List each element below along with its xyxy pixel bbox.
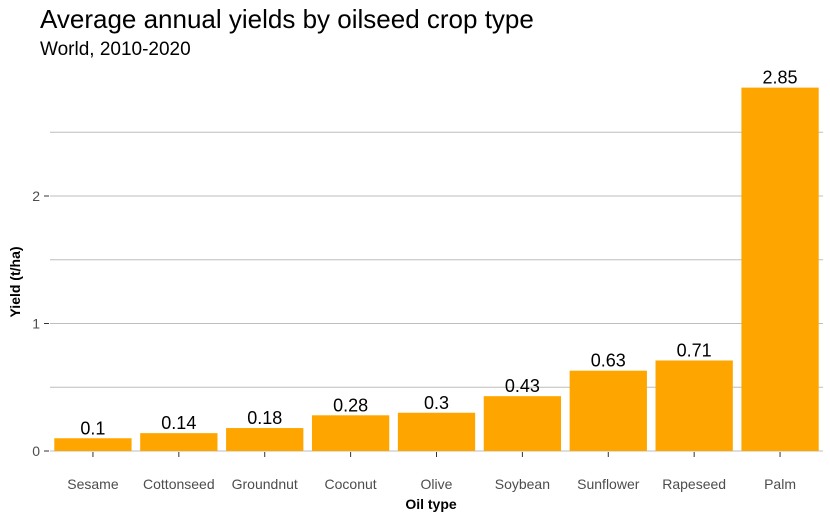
x-tick-label: Rapeseed <box>662 476 726 492</box>
y-tick-label: 1 <box>32 316 40 332</box>
data-label: 0.1 <box>80 418 105 438</box>
y-tick-label: 0 <box>32 443 40 459</box>
y-axis-label: Yield (t/ha) <box>7 246 23 317</box>
data-label: 0.3 <box>424 393 449 413</box>
bar-olive <box>397 412 476 451</box>
data-label: 0.28 <box>333 395 368 415</box>
bar-rapeseed <box>655 360 733 451</box>
data-label: 0.14 <box>161 413 196 433</box>
bar-sesame <box>54 438 132 451</box>
bar-groundnut <box>226 428 304 451</box>
data-label: 0.71 <box>677 340 712 360</box>
x-tick-label: Cottonseed <box>143 476 215 492</box>
data-label: 0.63 <box>591 351 626 371</box>
x-tick-label: Sesame <box>67 476 119 492</box>
chart-title: Average annual yields by oilseed crop ty… <box>40 4 534 34</box>
y-axis: 0 1 2 <box>32 188 49 459</box>
bar-palm <box>741 87 819 451</box>
bars <box>54 87 819 451</box>
x-axis-label: Oil type <box>405 496 457 512</box>
bar-soybean <box>483 396 562 451</box>
x-tick-label: Sunflower <box>577 476 640 492</box>
data-label: 0.43 <box>505 376 540 396</box>
data-label: 0.18 <box>247 408 282 428</box>
bar-coconut <box>311 415 390 451</box>
data-label: 2.85 <box>763 68 798 88</box>
x-tick-label: Olive <box>421 476 453 492</box>
chart-subtitle: World, 2010-2020 <box>40 39 191 60</box>
x-tick-label: Soybean <box>495 476 550 492</box>
bar-cottonseed <box>140 433 218 451</box>
data-labels: 0.1 0.14 0.18 0.28 0.3 0.43 0.63 0.71 2.85 <box>80 68 797 439</box>
x-axis: Sesame Cottonseed Groundnut Coconut Olive Soy… <box>67 452 796 492</box>
x-tick-label: Palm <box>764 476 796 492</box>
bar-sunflower <box>569 370 647 451</box>
x-tick-label: Groundnut <box>232 476 298 492</box>
x-tick-label: Coconut <box>325 476 377 492</box>
y-tick-label: 2 <box>32 188 40 204</box>
